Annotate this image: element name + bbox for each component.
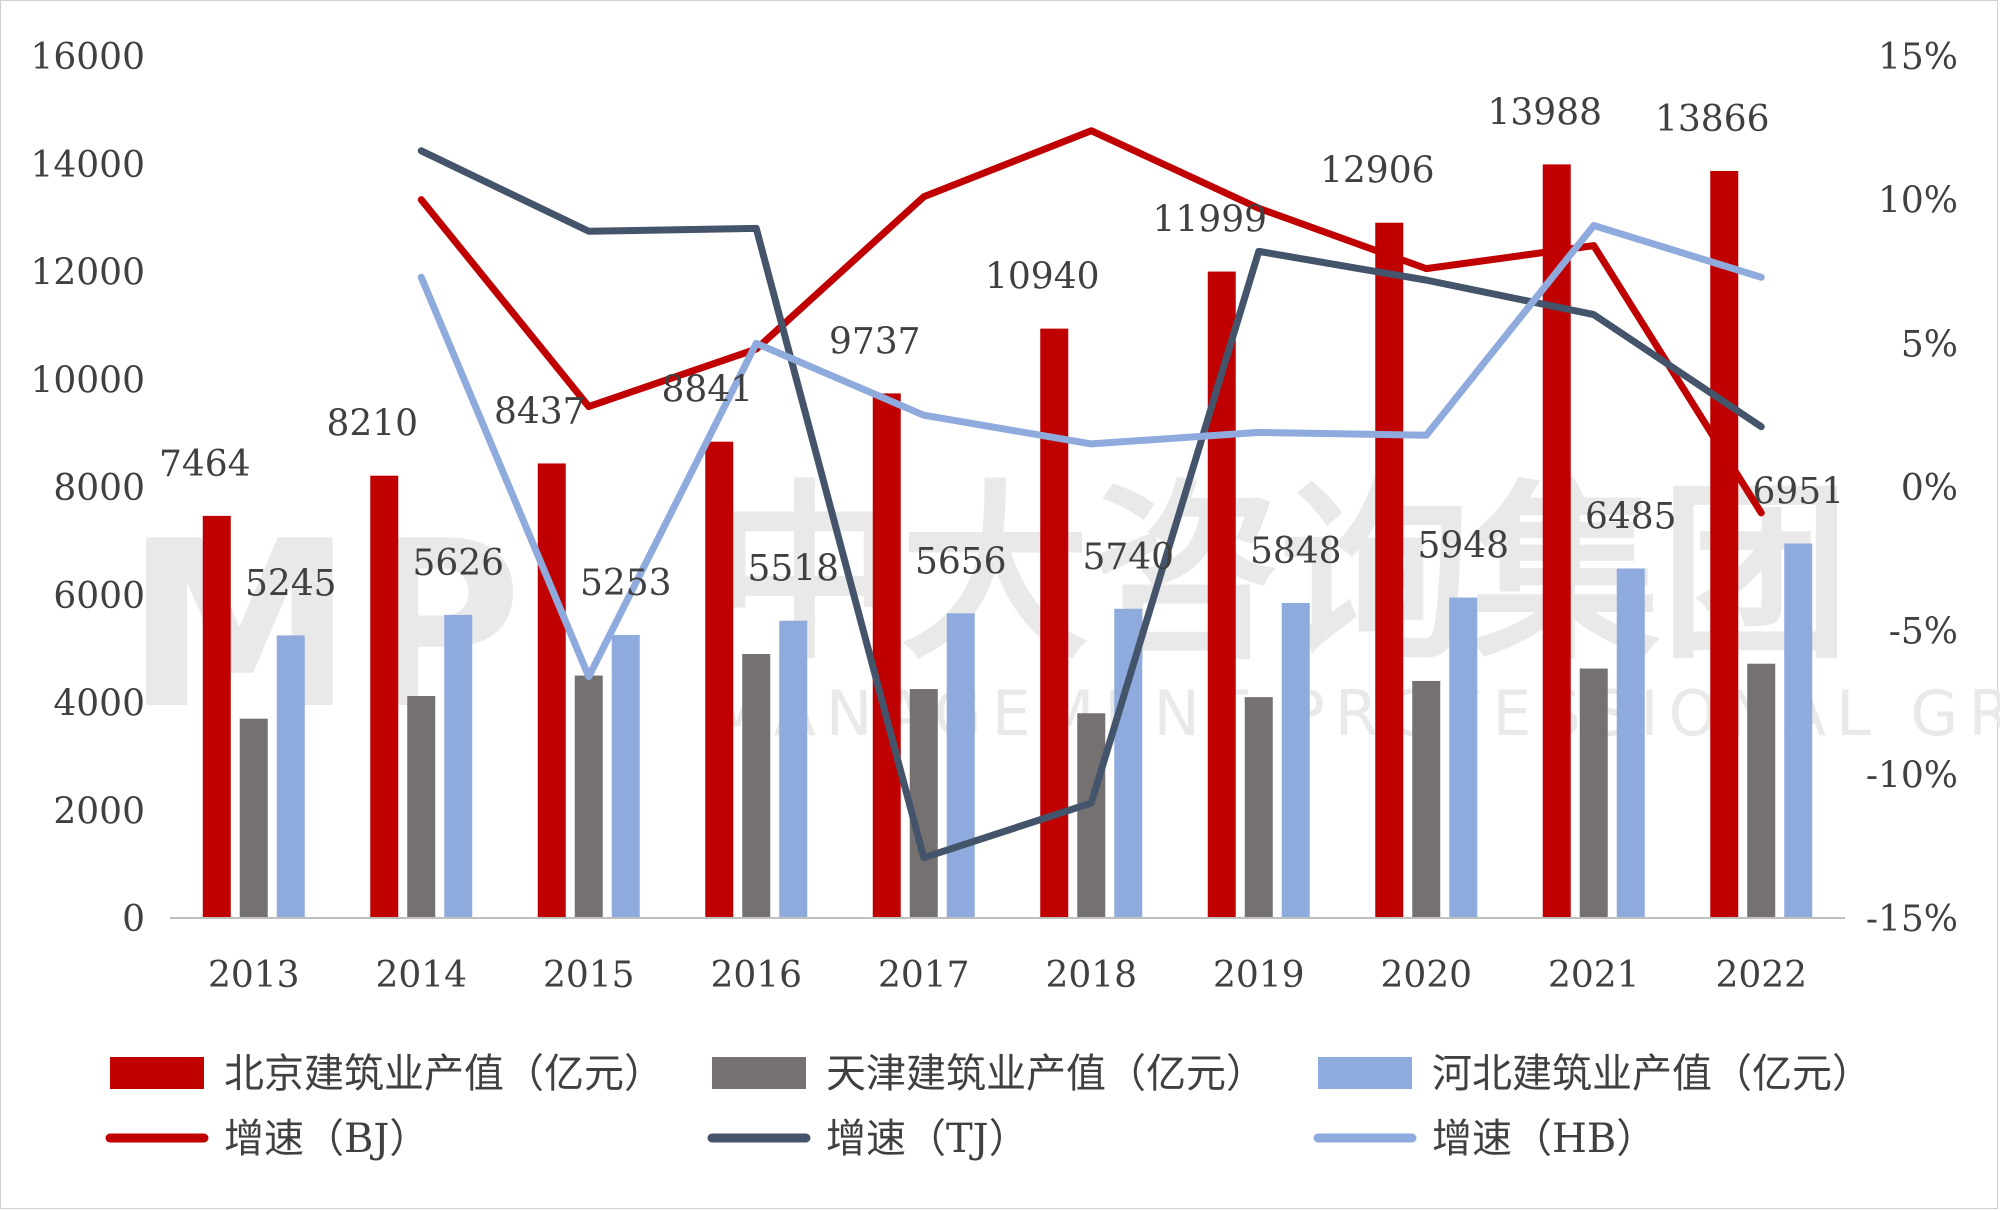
- y-left-tick-label: 8000: [53, 468, 145, 509]
- legend-label: 北京建筑业产值（亿元）: [224, 1051, 664, 1097]
- y-left-tick-label: 0: [122, 899, 145, 940]
- y-left-tick-label: 14000: [30, 145, 145, 186]
- y-left-tick-label: 10000: [30, 360, 145, 401]
- x-tick-label: 2013: [208, 955, 300, 996]
- x-tick-label: 2015: [543, 955, 635, 996]
- bar-0-2022: [1710, 170, 1739, 919]
- data-label-2-2013: 5245: [245, 563, 337, 604]
- data-labels: 7464 8210 8437 8841 9737 10940 11999 12906 13988…: [159, 92, 1844, 604]
- bar-1-2014: [407, 696, 436, 918]
- x-tick-label: 2014: [375, 955, 467, 996]
- legend-swatch-bar-0: [110, 1057, 204, 1089]
- legend-swatch-bar-2: [1318, 1057, 1412, 1089]
- bars: [202, 164, 1813, 919]
- legend-swatch-bar-1: [712, 1057, 806, 1089]
- bar-1-2013: [239, 718, 268, 918]
- bar-0-2016: [705, 441, 734, 918]
- legend-label: 天津建筑业产值（亿元）: [826, 1051, 1266, 1097]
- y-right-tick-label: -15%: [1866, 899, 1958, 940]
- x-tick-label: 2017: [878, 955, 970, 996]
- legend-label: 河北建筑业产值（亿元）: [1432, 1051, 1872, 1097]
- bar-0-2017: [872, 393, 901, 918]
- bar-0-2013: [202, 515, 231, 918]
- data-label-0-2017: 9737: [829, 321, 921, 362]
- y-left-tick-label: 6000: [53, 576, 145, 617]
- data-label-2-2022: 6951: [1752, 472, 1844, 513]
- y-right-tick-label: 0%: [1901, 468, 1958, 509]
- x-tick-label: 2022: [1715, 955, 1807, 996]
- bar-2-2020: [1449, 597, 1478, 918]
- bar-1-2020: [1412, 680, 1441, 918]
- bar-0-2020: [1375, 222, 1404, 918]
- y-right-tick-label: -10%: [1866, 755, 1958, 796]
- x-tick-label: 2018: [1045, 955, 1137, 996]
- bar-1-2017: [909, 689, 938, 918]
- growth-lines: [417, 127, 1765, 862]
- y-left-tick-label: 12000: [30, 253, 145, 294]
- bar-2-2022: [1784, 543, 1813, 918]
- y-right-tick-label: 10%: [1878, 181, 1958, 222]
- data-label-2-2021: 6485: [1585, 497, 1677, 538]
- bar-0-2014: [370, 475, 399, 918]
- bar-1-2019: [1244, 697, 1273, 918]
- x-tick-label: 2021: [1548, 955, 1640, 996]
- bar-2-2017: [946, 613, 975, 918]
- data-label-0-2018: 10940: [985, 257, 1100, 298]
- bar-2-2014: [444, 614, 473, 918]
- bar-2-2015: [611, 634, 640, 918]
- bar-2-2016: [779, 620, 808, 918]
- bar-0-2021: [1542, 164, 1571, 919]
- y-left-tick-label: 2000: [53, 791, 145, 832]
- data-label-2-2019: 5848: [1250, 531, 1342, 572]
- data-label-0-2013: 7464: [159, 444, 251, 485]
- y-left-tick-label: 4000: [53, 684, 145, 725]
- data-label-2-2020: 5948: [1417, 526, 1509, 567]
- data-label-2-2014: 5626: [412, 543, 504, 584]
- x-tick-label: 2020: [1380, 955, 1472, 996]
- data-label-0-2022: 13866: [1655, 99, 1770, 140]
- bar-1-2016: [742, 654, 771, 918]
- data-label-2-2016: 5518: [747, 549, 839, 590]
- x-tick-label: 2019: [1213, 955, 1305, 996]
- y-left-tick-label: 16000: [30, 37, 145, 78]
- data-label-0-2015: 8437: [494, 391, 586, 432]
- legend-label: 增速（HB）: [1432, 1116, 1656, 1162]
- legend: 北京建筑业产值（亿元） 天津建筑业产值（亿元） 河北建筑业产值（亿元） 增速（BJ） 增…: [105, 1051, 1872, 1162]
- y-right-tick-label: -5%: [1889, 612, 1958, 653]
- bar-0-2018: [1040, 328, 1069, 918]
- bar-1-2021: [1579, 668, 1608, 918]
- data-label-0-2020: 12906: [1320, 151, 1435, 192]
- legend-label: 增速（TJ）: [826, 1116, 1029, 1162]
- legend-label: 增速（BJ）: [224, 1116, 429, 1162]
- bar-1-2018: [1077, 713, 1106, 918]
- data-label-2-2017: 5656: [915, 541, 1007, 582]
- bar-2-2019: [1281, 602, 1310, 918]
- growth-line-2: [417, 222, 1765, 681]
- bar-0-2015: [537, 463, 566, 918]
- y-right-tick-label: 15%: [1878, 37, 1958, 78]
- bar-2-2021: [1616, 568, 1645, 918]
- data-label-2-2018: 5740: [1082, 537, 1174, 578]
- data-label-0-2016: 8841: [661, 370, 753, 411]
- growth-line-1: [417, 147, 1765, 862]
- bar-1-2015: [574, 675, 603, 918]
- data-label-2-2015: 5253: [580, 563, 672, 604]
- bar-2-2013: [276, 635, 305, 918]
- axes: 0 2000 4000 6000 8000 10000 12000 14000 16000 -15…: [30, 37, 1958, 996]
- x-tick-label: 2016: [710, 955, 802, 996]
- data-label-0-2021: 13988: [1487, 92, 1602, 133]
- data-label-0-2019: 11999: [1152, 200, 1267, 241]
- growth-line-0: [417, 127, 1765, 517]
- y-right-tick-label: 5%: [1901, 324, 1958, 365]
- data-label-0-2014: 8210: [326, 404, 418, 445]
- bar-1-2022: [1747, 663, 1776, 918]
